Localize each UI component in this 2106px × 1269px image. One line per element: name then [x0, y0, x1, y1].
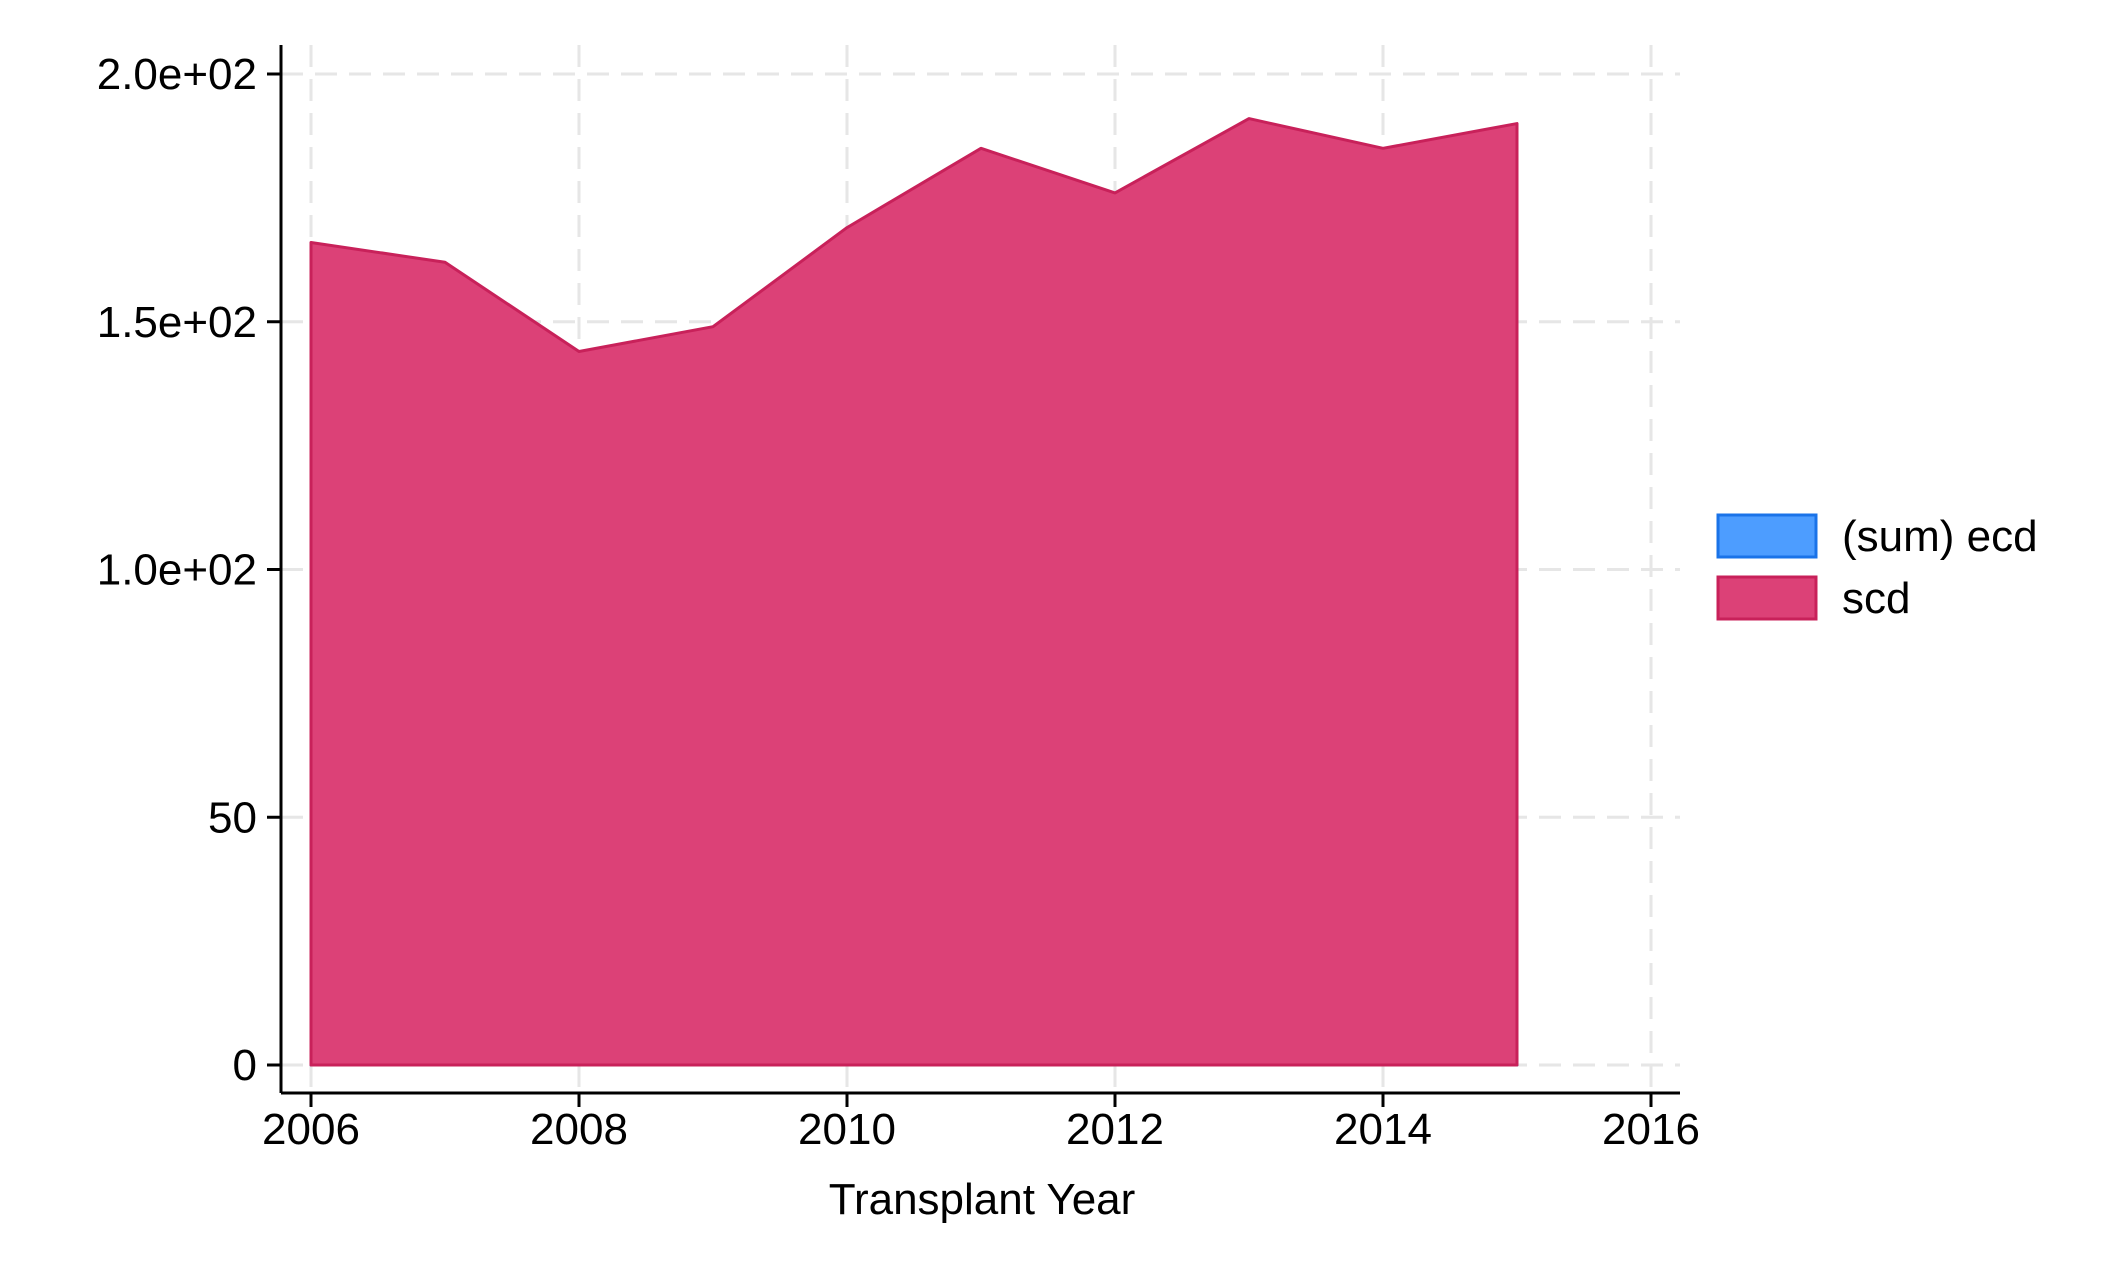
y-axis-ticks: 0 50 1.0e+02 1.5e+02 2.0e+02	[97, 50, 281, 1090]
x-tick-label: 2014	[1334, 1105, 1432, 1154]
y-tick-label: 2.0e+02	[97, 50, 257, 99]
y-tick-label: 0	[233, 1041, 257, 1090]
y-tick-label: 50	[208, 793, 257, 842]
y-tick-label: 1.5e+02	[97, 298, 257, 347]
x-tick-label: 2012	[1066, 1105, 1164, 1154]
legend-label: (sum) ecd	[1842, 512, 2038, 561]
plot-areas	[309, 117, 1519, 1067]
legend-swatch	[1716, 575, 1818, 621]
x-tick-label: 2010	[798, 1105, 896, 1154]
legend-swatch	[1716, 513, 1818, 559]
x-tick-label: 2008	[530, 1105, 628, 1154]
x-tick-label: 2006	[262, 1105, 360, 1154]
area-series-scd	[309, 117, 1519, 1067]
x-axis-title: Transplant Year	[829, 1175, 1136, 1224]
y-tick-label: 1.0e+02	[97, 546, 257, 595]
x-tick-label: 2016	[1602, 1105, 1700, 1154]
legend: (sum) ecd scd	[1716, 512, 2038, 623]
legend-label: scd	[1842, 574, 1910, 623]
x-axis-ticks: 2006 2008 2010 2012 2014 2016	[262, 1093, 1700, 1154]
